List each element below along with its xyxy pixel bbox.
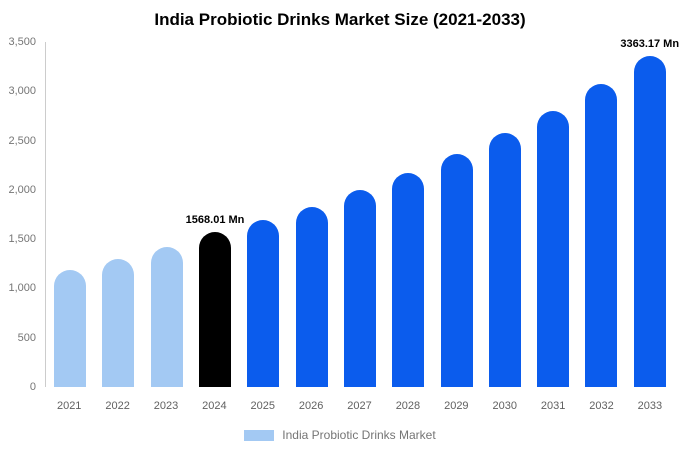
plot-area: 1568.01 Mn 3363.17 Mn xyxy=(45,38,679,387)
x-label-2025: 2025 xyxy=(250,400,275,412)
bar-2024: 1568.01 Mn xyxy=(186,214,244,387)
y-axis: 0 500 1,000 1,500 2,000 2,500 3,000 3,500 xyxy=(0,36,40,393)
y-tick-label: 2,500 xyxy=(8,134,36,147)
bar-value-label-2033: 3363.17 Mn xyxy=(620,37,680,50)
legend: India Probiotic Drinks Market xyxy=(0,428,680,442)
bar-2026 xyxy=(295,206,328,387)
bar-2022 xyxy=(102,258,135,387)
x-label-2027: 2027 xyxy=(347,400,372,412)
y-tick-label: 1,500 xyxy=(8,233,36,246)
x-axis: 2021 2022 2023 2024 2025 2026 2027 2028 2029 2030… xyxy=(45,400,674,412)
y-tick-label: 0 xyxy=(29,381,36,393)
bar-2032 xyxy=(585,84,618,387)
x-label-2033: 2033 xyxy=(637,400,663,412)
y-tick-label: 3,500 xyxy=(8,36,36,48)
y-tick-label: 2,000 xyxy=(8,183,36,196)
x-label-2022: 2022 xyxy=(105,400,130,412)
bar-2025 xyxy=(247,220,280,387)
bar-2030 xyxy=(488,132,521,387)
y-tick-label: 3,000 xyxy=(8,85,36,98)
bar-2029 xyxy=(440,154,473,387)
x-label-2029: 2029 xyxy=(444,400,469,412)
legend-label: India Probiotic Drinks Market xyxy=(282,428,436,442)
bar-2021 xyxy=(54,269,87,387)
bar-2033: 3363.17 Mn xyxy=(620,38,679,387)
x-label-2030: 2030 xyxy=(492,400,517,412)
x-label-2021: 2021 xyxy=(56,400,82,412)
x-label-2026: 2026 xyxy=(298,400,324,412)
chart-title: India Probiotic Drinks Market Size (2021… xyxy=(154,10,526,29)
x-label-2024: 2024 xyxy=(202,400,227,412)
y-tick-label: 500 xyxy=(17,331,36,344)
bar-2023 xyxy=(150,247,183,387)
x-label-2028: 2028 xyxy=(395,400,421,412)
x-label-2031: 2031 xyxy=(540,400,566,412)
y-tick-label: 1,000 xyxy=(8,282,36,295)
bar-value-label-2024: 1568.01 Mn xyxy=(185,214,245,227)
bar-2031 xyxy=(537,111,570,387)
x-label-2023: 2023 xyxy=(153,400,179,412)
bar-2028 xyxy=(392,173,425,387)
bar-2027 xyxy=(343,189,376,387)
legend-swatch-icon xyxy=(244,429,275,441)
x-label-2032: 2032 xyxy=(589,400,614,412)
